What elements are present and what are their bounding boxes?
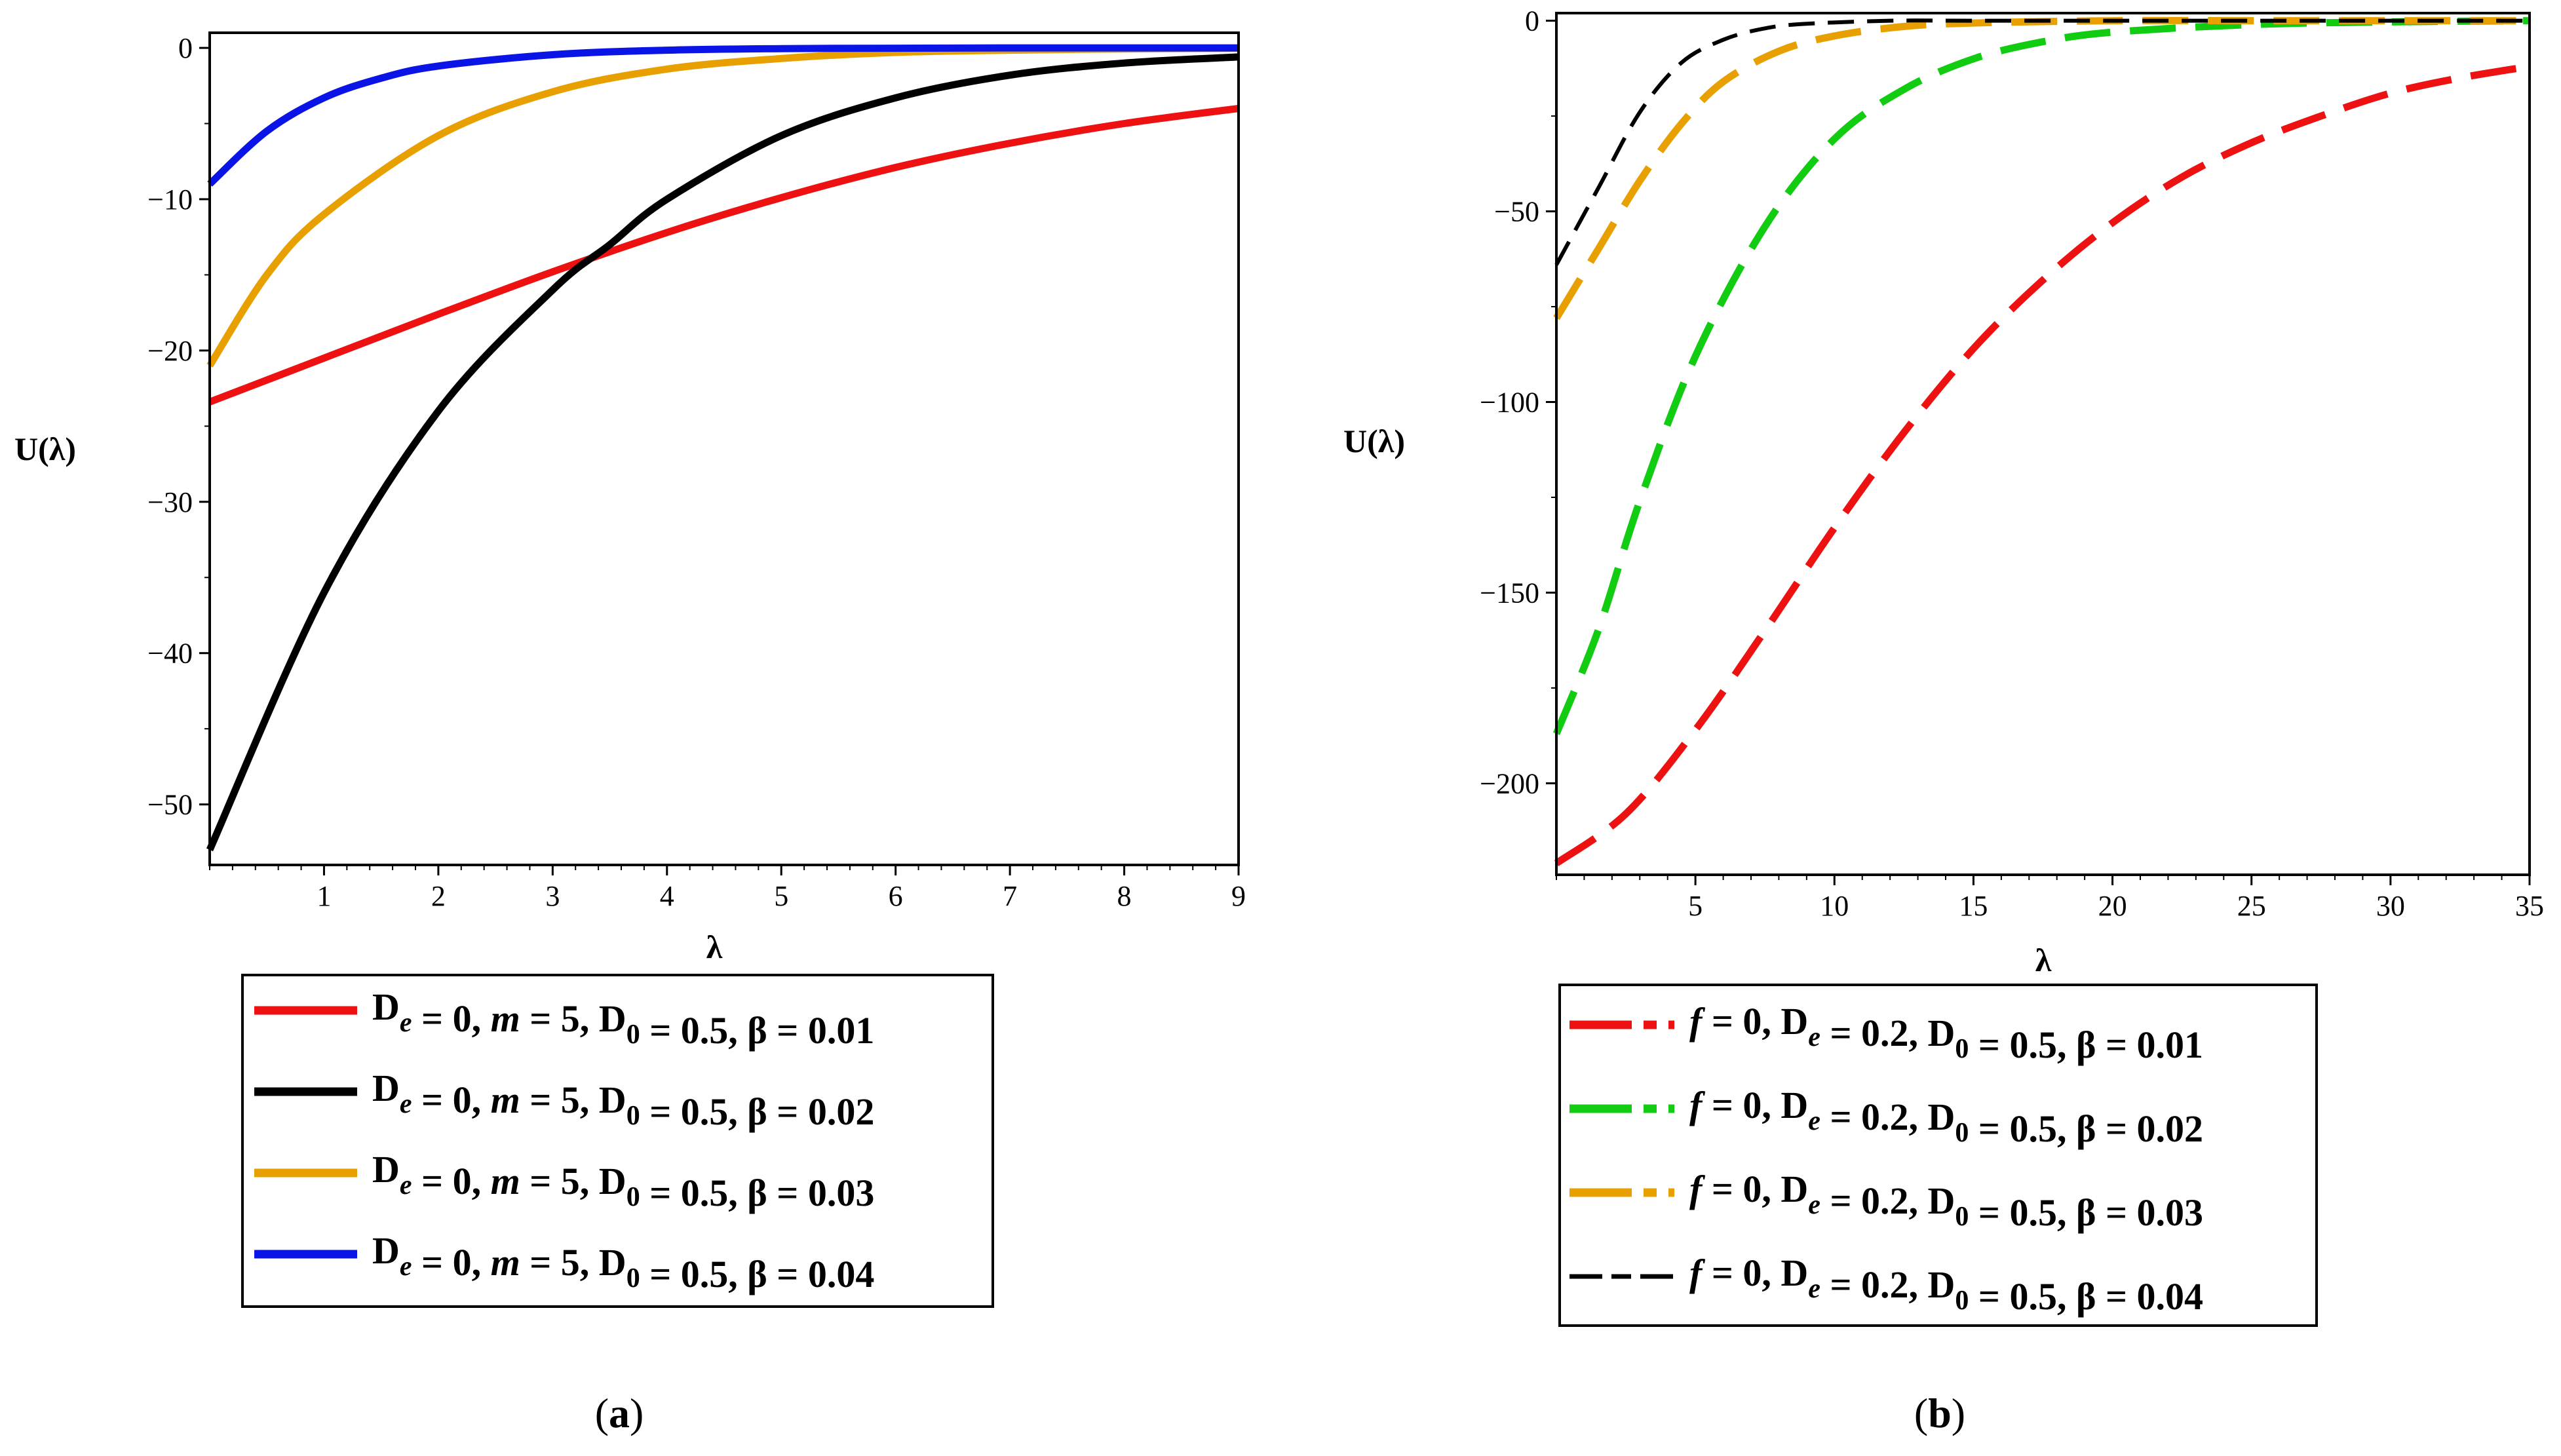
series-line-beta-0.04 bbox=[1554, 18, 2530, 266]
panel-a-legend-box bbox=[241, 974, 994, 1308]
legend-label: De = 0, m = 5, D0 = 0.5, β = 0.02 bbox=[372, 1067, 874, 1133]
legend-label: De = 0, m = 5, D0 = 0.5, β = 0.01 bbox=[372, 986, 874, 1052]
panel-b-ticks-y: 0 −50 −100 −150 −200 bbox=[1480, 5, 1556, 799]
panel-a-x-axis-label: λ bbox=[706, 929, 723, 965]
panel-b-plot bbox=[1552, 16, 2530, 867]
x-tick-label: 7 bbox=[1003, 880, 1017, 912]
x-tick-label: 15 bbox=[1959, 890, 1988, 922]
y-tick-label: −50 bbox=[147, 789, 193, 821]
x-tick-label: 10 bbox=[1820, 890, 1849, 922]
y-tick-label: −150 bbox=[1480, 577, 1539, 609]
y-tick-label: −200 bbox=[1480, 767, 1539, 799]
x-tick-label: 5 bbox=[1688, 890, 1703, 922]
x-tick-label: 1 bbox=[317, 880, 331, 912]
x-tick-label: 5 bbox=[774, 880, 788, 912]
series-line-beta-0.02 bbox=[1552, 17, 2530, 735]
panel-b-x-axis-label: λ bbox=[2035, 942, 2052, 978]
panel-a-ticks-x: 1 2 3 4 5 6 7 8 9 bbox=[209, 865, 1246, 912]
panel-b-plot-frame bbox=[1555, 12, 2531, 876]
panel-a-plot bbox=[206, 44, 1239, 852]
panel-b-legend-box bbox=[1558, 984, 2318, 1327]
panel-b-caption: (b) bbox=[1914, 1390, 1965, 1436]
x-tick-label: 8 bbox=[1117, 880, 1132, 912]
series-line-beta-0.03 bbox=[206, 45, 1239, 368]
y-tick-label: −20 bbox=[147, 335, 193, 367]
x-tick-label: 9 bbox=[1231, 880, 1246, 912]
x-tick-label: 2 bbox=[431, 880, 446, 912]
y-tick-label: −40 bbox=[147, 638, 193, 670]
legend-label: f = 0, De = 0.2, D0 = 0.5, β = 0.02 bbox=[1689, 1084, 2203, 1150]
y-tick-label: −50 bbox=[1494, 196, 1539, 228]
panel-a-y-axis-label: U(λ) bbox=[14, 431, 76, 467]
series-line-beta-0.02 bbox=[206, 53, 1239, 852]
series-line-beta-0.03 bbox=[1553, 16, 2530, 320]
x-tick-label: 20 bbox=[2098, 890, 2127, 922]
panel-a-plot-frame bbox=[208, 31, 1240, 866]
legend-label: De = 0, m = 5, D0 = 0.5, β = 0.03 bbox=[372, 1148, 874, 1214]
y-tick-label: 0 bbox=[1525, 5, 1539, 37]
legend-label: f = 0, De = 0.2, D0 = 0.5, β = 0.01 bbox=[1689, 1000, 2203, 1066]
panel-b-ticks-x: 5 10 15 20 25 30 35 bbox=[1556, 875, 2544, 922]
legend-label: De = 0, m = 5, D0 = 0.5, β = 0.04 bbox=[372, 1229, 874, 1295]
x-tick-label: 35 bbox=[2515, 890, 2544, 922]
series-line-beta-0.01 bbox=[208, 105, 1239, 406]
panel-a: 0 −10 −20 −30 −40 −50 1 2 3 4 5 6 7 8 9 U(λ) λ De = 0… bbox=[14, 31, 1246, 1436]
panel-b-legend: f = 0, De = 0.2, D0 = 0.5, β = 0.01 f = 0… bbox=[1558, 984, 2318, 1327]
legend-label: f = 0, De = 0.2, D0 = 0.5, β = 0.04 bbox=[1689, 1252, 2203, 1318]
panel-a-legend: De = 0, m = 5, D0 = 0.5, β = 0.01 De = 0,… bbox=[241, 974, 994, 1308]
y-tick-label: −100 bbox=[1480, 386, 1539, 418]
x-tick-label: 6 bbox=[889, 880, 903, 912]
x-tick-label: 3 bbox=[545, 880, 560, 912]
x-tick-label: 30 bbox=[2376, 890, 2405, 922]
legend-label: f = 0, De = 0.2, D0 = 0.5, β = 0.03 bbox=[1689, 1168, 2203, 1234]
y-tick-label: −10 bbox=[147, 183, 193, 216]
panel-b: 0 −50 −100 −150 −200 5 10 15 20 25 30 35 U(λ) λ f … bbox=[1343, 5, 2544, 1436]
y-tick-label: 0 bbox=[178, 32, 193, 64]
x-tick-label: 4 bbox=[660, 880, 674, 912]
x-tick-label: 25 bbox=[2237, 890, 2266, 922]
y-tick-label: −30 bbox=[147, 486, 193, 518]
panel-b-y-axis-label: U(λ) bbox=[1343, 423, 1405, 459]
panel-a-caption: (a) bbox=[595, 1390, 644, 1436]
series-line-beta-0.04 bbox=[207, 44, 1239, 187]
panel-a-ticks-y: 0 −10 −20 −30 −40 −50 bbox=[147, 32, 210, 821]
series-line-beta-0.01 bbox=[1554, 63, 2530, 867]
